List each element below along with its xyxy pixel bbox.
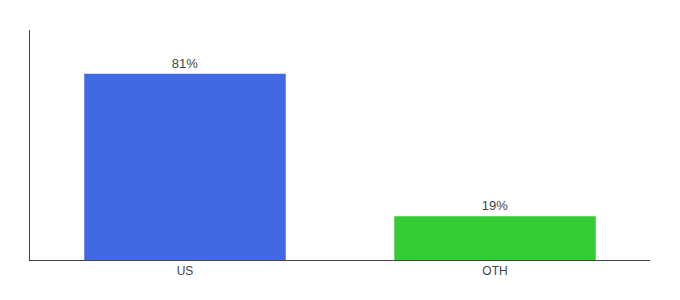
svg-text:81%: 81%: [172, 56, 198, 71]
svg-text:19%: 19%: [482, 198, 508, 213]
svg-text:OTH: OTH: [482, 264, 507, 278]
svg-text:US: US: [177, 264, 194, 278]
